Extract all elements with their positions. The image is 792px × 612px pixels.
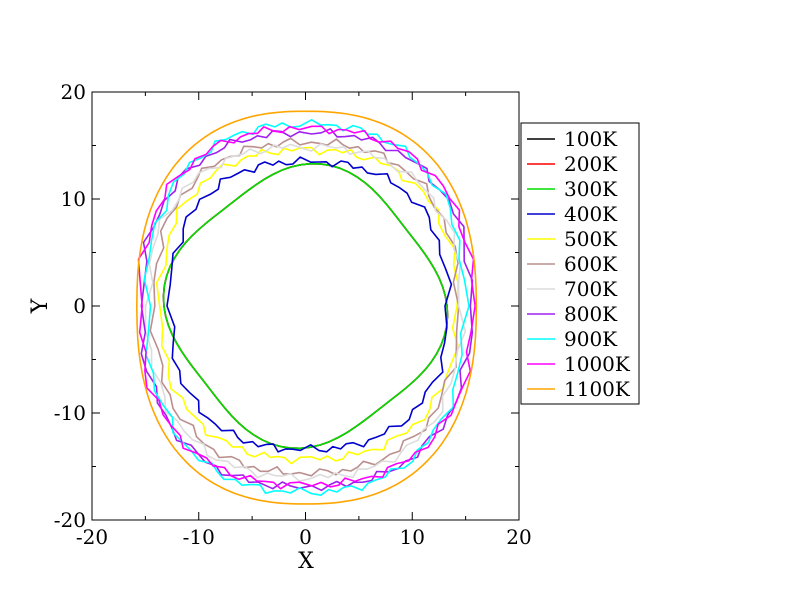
legend-label: 1000K <box>564 352 631 376</box>
series-line-200K <box>162 162 449 450</box>
legend-label: 500K <box>564 227 618 251</box>
curves-group <box>136 110 478 505</box>
plot-frame <box>91 91 520 521</box>
series-line-600K <box>149 137 460 477</box>
series-line-700K <box>144 143 467 482</box>
series-line-100K <box>162 162 449 450</box>
y-tick-label: 10 <box>61 187 86 211</box>
legend-label: 600K <box>564 252 618 276</box>
y-tick-label: -20 <box>54 508 86 532</box>
legend-label: 1100K <box>564 377 631 401</box>
legend-label: 400K <box>564 202 618 226</box>
legend-label: 900K <box>564 327 618 351</box>
legend-label: 800K <box>564 302 618 326</box>
x-tick-label: -20 <box>76 525 108 549</box>
x-tick-label: 0 <box>299 525 312 549</box>
legend-label: 700K <box>564 277 618 301</box>
y-tick-label: 0 <box>73 294 86 318</box>
series-line-900K <box>143 119 470 496</box>
series-line-300K <box>162 162 449 450</box>
series-line-400K <box>166 156 453 453</box>
series-line-1000K <box>137 125 476 490</box>
x-tick-label: 20 <box>506 525 531 549</box>
y-axis-title: Y <box>28 298 53 314</box>
y-tick-label: -10 <box>54 401 86 425</box>
series-line-500K <box>155 146 459 465</box>
series-line-1100K <box>136 110 478 505</box>
legend-label: 200K <box>564 152 618 176</box>
x-tick-label: 10 <box>400 525 425 549</box>
legend-label: 300K <box>564 177 618 201</box>
ticks-group: -20 -10 0 10 20 -20 -10 0 10 20 <box>54 80 532 549</box>
legend-label: 100K <box>564 127 618 151</box>
legend: 100K200K300K400K500K600K700K800K900K1000… <box>520 122 640 405</box>
x-tick-label: -10 <box>183 525 215 549</box>
x-axis-title: X <box>298 549 314 574</box>
y-tick-label: 20 <box>61 80 86 104</box>
